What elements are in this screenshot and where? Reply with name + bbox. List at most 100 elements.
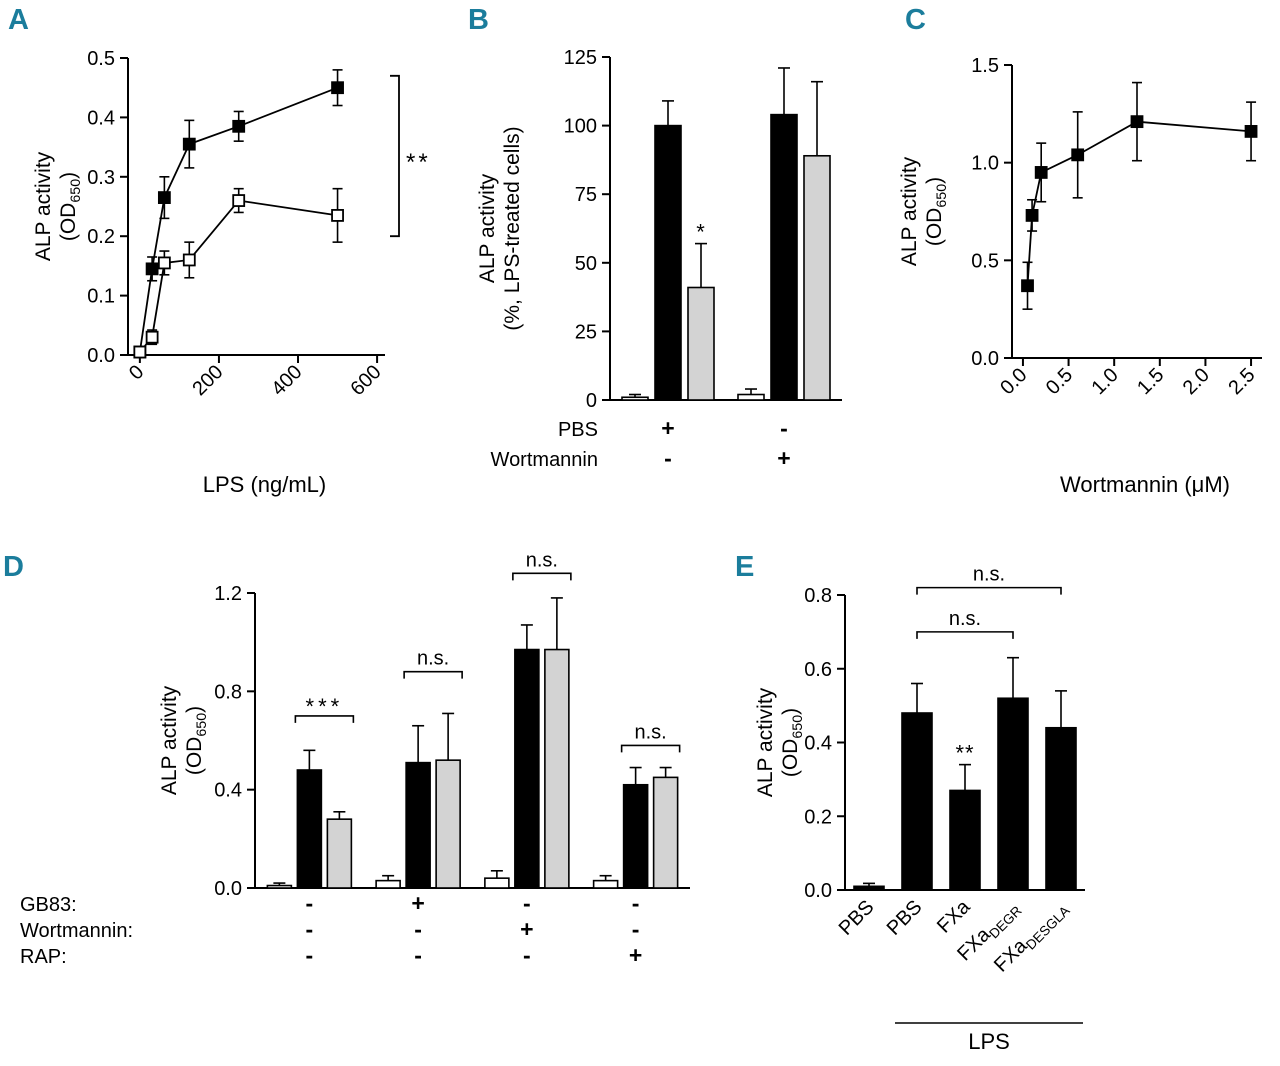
y-axis-subtitle: (OD650) [57, 172, 84, 241]
sig-label: n.s. [635, 721, 667, 743]
panel-d-chart: 0.0 0.4 0.8 1.2 ALP activity (OD650) *** n.s. n.… [20, 549, 690, 968]
sig-label: n.s. [973, 564, 1005, 586]
y-tick-label: 0.2 [87, 226, 115, 248]
y-tick-label: 0 [586, 390, 597, 412]
filled-square-marker [1244, 125, 1258, 138]
x-tick-label: 1.0 [1088, 364, 1123, 399]
sig-label: ** [406, 149, 431, 176]
series-line [1026, 120, 1252, 286]
x-category-label: FXa [933, 895, 975, 937]
sig-label: n.s. [949, 608, 981, 630]
bar-black [1045, 726, 1077, 891]
open-square-marker [331, 209, 344, 222]
y-tick-label: 0.0 [214, 878, 242, 900]
row-value: - [632, 890, 640, 916]
row-value: - [523, 890, 531, 916]
y-tick-label: 0.1 [87, 286, 115, 308]
x-tick-label: 0.5 [1042, 364, 1077, 399]
x-tick-label: 400 [267, 361, 306, 400]
filled-square-marker [1034, 166, 1048, 179]
y-tick-label: 25 [575, 321, 597, 343]
sig-label: n.s. [417, 648, 449, 670]
row-value: + [661, 415, 674, 441]
y-axis-subtitle: (OD650) [183, 706, 210, 775]
filled-square-marker [1130, 115, 1144, 129]
panel-e-letter: E [735, 551, 755, 583]
panel-e: E 0.0 0.2 0.4 0.6 0.8 ALP activity (OD650) ** PB… [720, 545, 1280, 1066]
y-axis-title: ALP activity [898, 156, 921, 266]
panel-a-letter: A [8, 4, 29, 36]
series-line [139, 199, 338, 353]
row-label: PBS [558, 419, 598, 441]
panel-c: C 0.0 0.5 1.0 1.5 ALP activity (OD650) 0.0 0.5 1… [890, 0, 1280, 530]
row-value: - [414, 942, 422, 968]
x-tick-label: 0.0 [996, 364, 1031, 399]
x-category-label: PBS [835, 896, 879, 940]
y-tick-label: 0.4 [87, 107, 115, 129]
row-label: RAP: [20, 946, 67, 968]
x-category-label: PBS [883, 896, 927, 940]
y-tick-label: 125 [564, 47, 597, 69]
bar-gray [544, 648, 570, 889]
bar-black [949, 789, 981, 891]
y-tick-label: 0.6 [804, 659, 832, 681]
bar-black [296, 769, 323, 889]
y-tick-label: 0.0 [971, 348, 999, 370]
bar-black [770, 113, 798, 401]
y-tick-label: 0.8 [214, 681, 242, 703]
y-tick-label: 0.5 [971, 250, 999, 272]
panel-b: B 0 25 50 75 100 125 ALP activity (%, LPS-treat… [450, 0, 890, 530]
sig-bracket [403, 670, 463, 679]
panel-c-letter: C [905, 4, 926, 36]
row-value: + [777, 445, 790, 471]
x-tick-label: 0 [125, 361, 148, 384]
open-square-marker [232, 194, 246, 207]
bar-black [405, 761, 431, 889]
bar-black [654, 124, 682, 401]
y-tick-label: 1.2 [214, 583, 242, 605]
x-tick-label: 200 [188, 361, 227, 400]
bar-gray [326, 818, 353, 889]
x-axis-title: Wortmannin (μM) [1060, 472, 1230, 497]
y-tick-label: 0.3 [87, 167, 115, 189]
row-value: - [414, 916, 422, 942]
filled-square-marker [1025, 209, 1039, 222]
x-tick-label: 1.5 [1133, 364, 1168, 399]
y-tick-label: 0.0 [804, 880, 832, 902]
open-square-marker [133, 345, 147, 359]
y-axis-title: ALP activity [32, 151, 55, 261]
y-tick-label: 0.0 [87, 345, 115, 367]
y-tick-label: 75 [575, 184, 597, 206]
sig-bracket [916, 586, 1062, 595]
sig-label: *** [306, 694, 344, 719]
bar-white [592, 879, 619, 889]
y-axis-subtitle: (OD650) [779, 708, 806, 777]
panel-c-plot: 0.0 0.5 1.0 1.5 ALP activity (OD650) 0.0 0.5 1.0… [898, 55, 1262, 497]
bar-white [375, 879, 401, 889]
y-tick-label: 100 [564, 116, 597, 138]
bar-white [737, 393, 765, 401]
panel-d-plot: 0.0 0.4 0.8 1.2 ALP activity (OD650) *** n.s. n.… [20, 549, 690, 968]
panel-b-letter: B [468, 4, 489, 36]
bar-white [484, 877, 510, 889]
row-value: - [780, 415, 788, 441]
row-value: - [632, 916, 640, 942]
y-tick-label: 1.5 [971, 55, 999, 77]
group-underline-label: LPS [968, 1029, 1010, 1054]
sig-label: n.s. [526, 549, 558, 571]
y-axis-title: ALP activity [158, 685, 181, 795]
bar-gray [687, 286, 715, 401]
bar-white [266, 884, 293, 889]
sig-bracket [916, 631, 1014, 639]
bar-black [997, 697, 1029, 891]
x-tick-label: 2.5 [1224, 364, 1259, 399]
bar-gray [435, 759, 461, 889]
filled-square-marker [232, 119, 246, 133]
filled-square-marker [145, 262, 159, 276]
open-square-marker [182, 253, 196, 267]
filled-square-marker [182, 137, 196, 151]
sig-bracket [294, 715, 355, 723]
bar-black [853, 885, 885, 891]
panel-e-plot: 0.0 0.2 0.4 0.6 0.8 ALP activity (OD650) ** PBS P… [754, 564, 1085, 1054]
